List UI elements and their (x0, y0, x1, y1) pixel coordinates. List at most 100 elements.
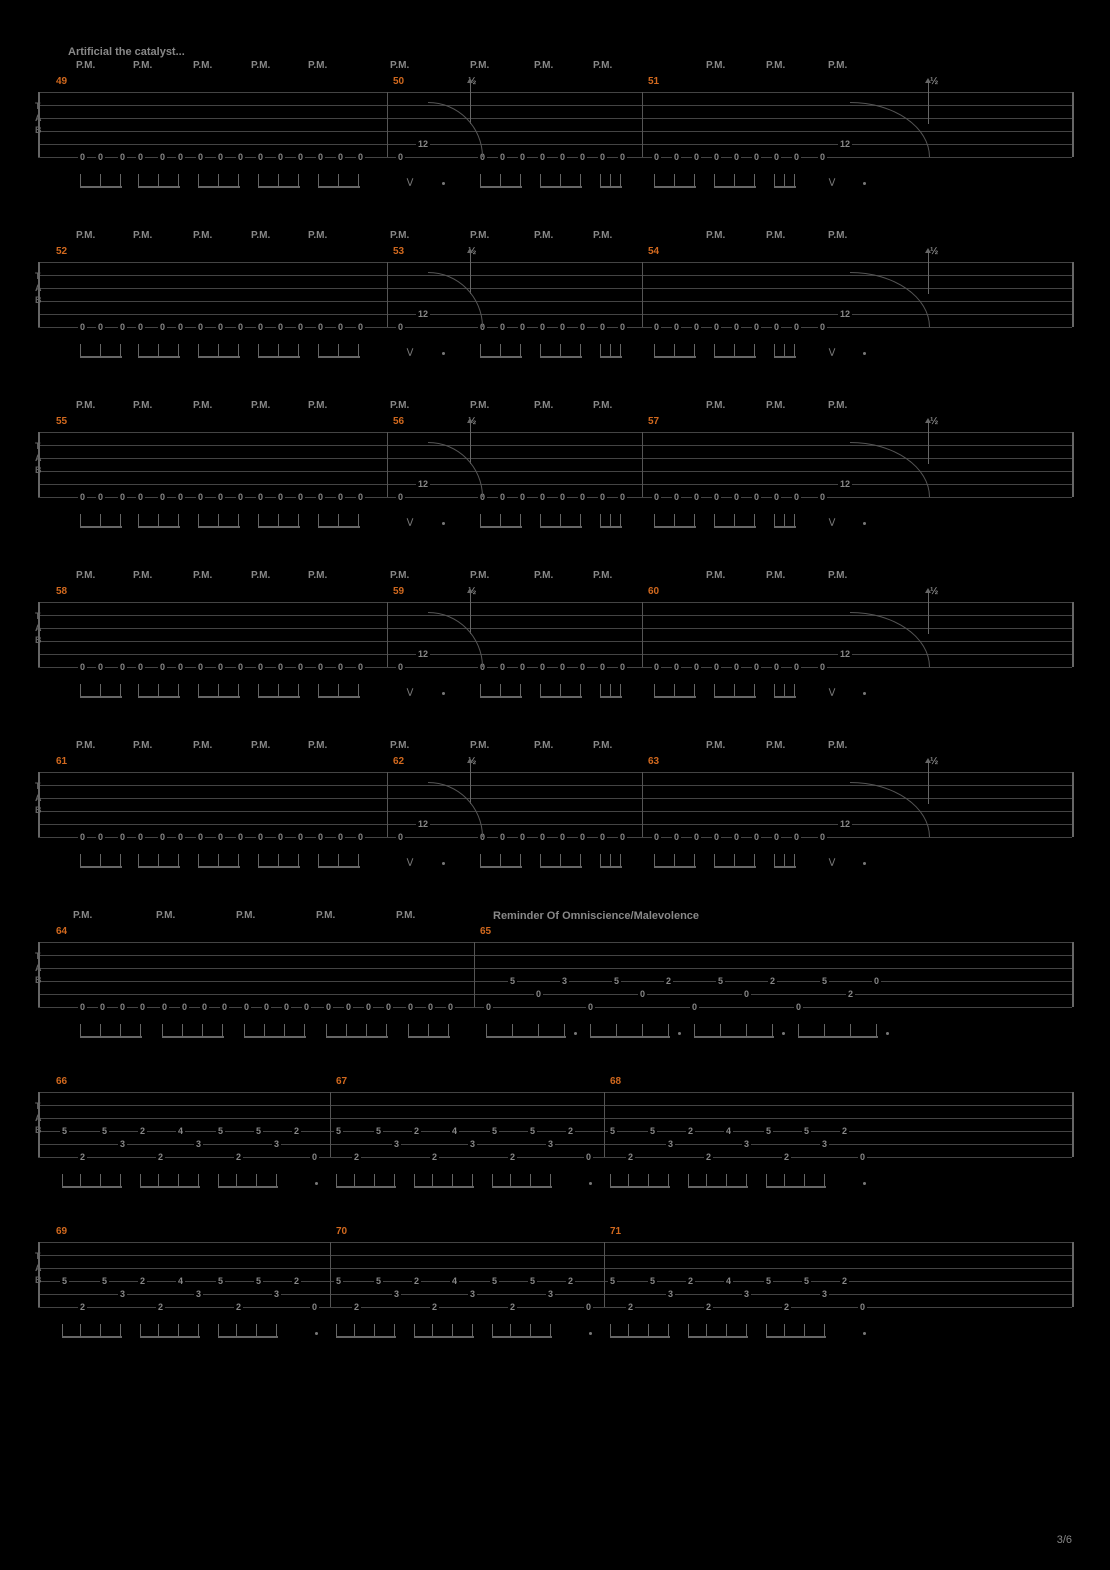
palm-mute-label: P.M. (390, 570, 409, 581)
tab-note: 3 (742, 1139, 751, 1149)
note-stem (298, 174, 299, 188)
note-stem (336, 1324, 337, 1338)
beam (766, 1186, 826, 1188)
tab-note: 0 (336, 152, 345, 162)
pm-row: P.M.P.M.P.M.P.M.P.M.Reminder Of Omniscie… (38, 910, 1072, 924)
note-stem (694, 1024, 695, 1038)
rhythm-dot (574, 1032, 577, 1035)
note-stem (80, 684, 81, 698)
tab-note: 0 (598, 322, 607, 332)
palm-mute-label: P.M. (534, 400, 553, 411)
tab-note: 3 (194, 1139, 203, 1149)
beam (540, 866, 582, 868)
tab-note: 4 (176, 1276, 185, 1286)
note-stem (338, 514, 339, 528)
measure-number: 58 (56, 586, 67, 597)
note-stem (238, 514, 239, 528)
tab-note: 0 (538, 662, 547, 672)
tab-staff: TAB5556570000000000000000120000000000000… (38, 432, 1072, 510)
rhythm-dot (442, 692, 445, 695)
note-stem (100, 174, 101, 188)
tab-note: 4 (450, 1276, 459, 1286)
palm-mute-label: P.M. (73, 910, 92, 921)
rhythm-dot (863, 1332, 866, 1335)
note-stem (668, 1024, 669, 1038)
note-stem (564, 1024, 565, 1038)
slide-curve (850, 272, 930, 327)
measure-number: 54 (648, 246, 659, 257)
rhythm-dot (442, 522, 445, 525)
note-stem (258, 344, 259, 358)
barline (38, 942, 40, 1007)
note-stem (256, 1324, 257, 1338)
tab-note: 5 (528, 1126, 537, 1136)
note-stem (358, 684, 359, 698)
palm-mute-label: P.M. (251, 230, 270, 241)
tab-note: 0 (396, 152, 405, 162)
tab-note: 0 (302, 1002, 311, 1012)
tab-note: 0 (78, 152, 87, 162)
palm-mute-label: P.M. (133, 740, 152, 751)
palm-mute-label: P.M. (76, 570, 95, 581)
note-stem (720, 1024, 721, 1038)
note-stem (432, 1324, 433, 1338)
note-stem (500, 684, 501, 698)
rhythm-dot (589, 1182, 592, 1185)
section-title: Reminder Of Omniscience/Malevolence (493, 910, 699, 922)
tab-note: 0 (236, 662, 245, 672)
tab-note: 0 (772, 832, 781, 842)
barline (642, 262, 643, 327)
palm-mute-label: P.M. (706, 60, 725, 71)
note-stem (198, 1324, 199, 1338)
tab-note: 2 (782, 1152, 791, 1162)
rhythm-dot (863, 182, 866, 185)
note-stem (238, 854, 239, 868)
tab-note: 0 (558, 662, 567, 672)
note-stem (610, 684, 611, 698)
note-stem (338, 854, 339, 868)
tab-note: 2 (78, 1152, 87, 1162)
staff-line (38, 118, 1072, 119)
tab-note: 0 (538, 832, 547, 842)
tab-note: 0 (118, 322, 127, 332)
barline (38, 772, 40, 837)
note-stem (694, 684, 695, 698)
tab-note: 0 (296, 322, 305, 332)
palm-mute-label: P.M. (593, 740, 612, 751)
note-stem (278, 854, 279, 868)
beam (774, 866, 796, 868)
note-stem (338, 684, 339, 698)
tab-note: 2 (686, 1126, 695, 1136)
tab-note: 0 (792, 662, 801, 672)
tab-note: 0 (196, 492, 205, 502)
tab-note: 0 (256, 832, 265, 842)
staff-line (38, 798, 1072, 799)
tab-note: 4 (724, 1126, 733, 1136)
tab-note: 5 (802, 1276, 811, 1286)
tab-note: 0 (324, 1002, 333, 1012)
note-stem (714, 174, 715, 188)
palm-mute-label: P.M. (706, 400, 725, 411)
beam (138, 696, 180, 698)
tab-note: 0 (518, 832, 527, 842)
tab-note: 0 (692, 662, 701, 672)
tab-note: 0 (276, 492, 285, 502)
note-stem (120, 1324, 121, 1338)
palm-mute-label: P.M. (470, 230, 489, 241)
note-stem (354, 1174, 355, 1188)
tab-note: 3 (118, 1289, 127, 1299)
measure-number: 63 (648, 756, 659, 767)
note-stem (616, 1024, 617, 1038)
note-stem (628, 1174, 629, 1188)
note-stem (138, 344, 139, 358)
tab-note: 0 (752, 152, 761, 162)
tab-note: 0 (578, 322, 587, 332)
beam (258, 526, 300, 528)
note-stem (580, 684, 581, 698)
note-stem (530, 1174, 531, 1188)
tab-note: 0 (498, 832, 507, 842)
staff-line (38, 157, 1072, 158)
tab-note: 0 (672, 662, 681, 672)
note-stem (610, 344, 611, 358)
tab-note: 0 (672, 832, 681, 842)
